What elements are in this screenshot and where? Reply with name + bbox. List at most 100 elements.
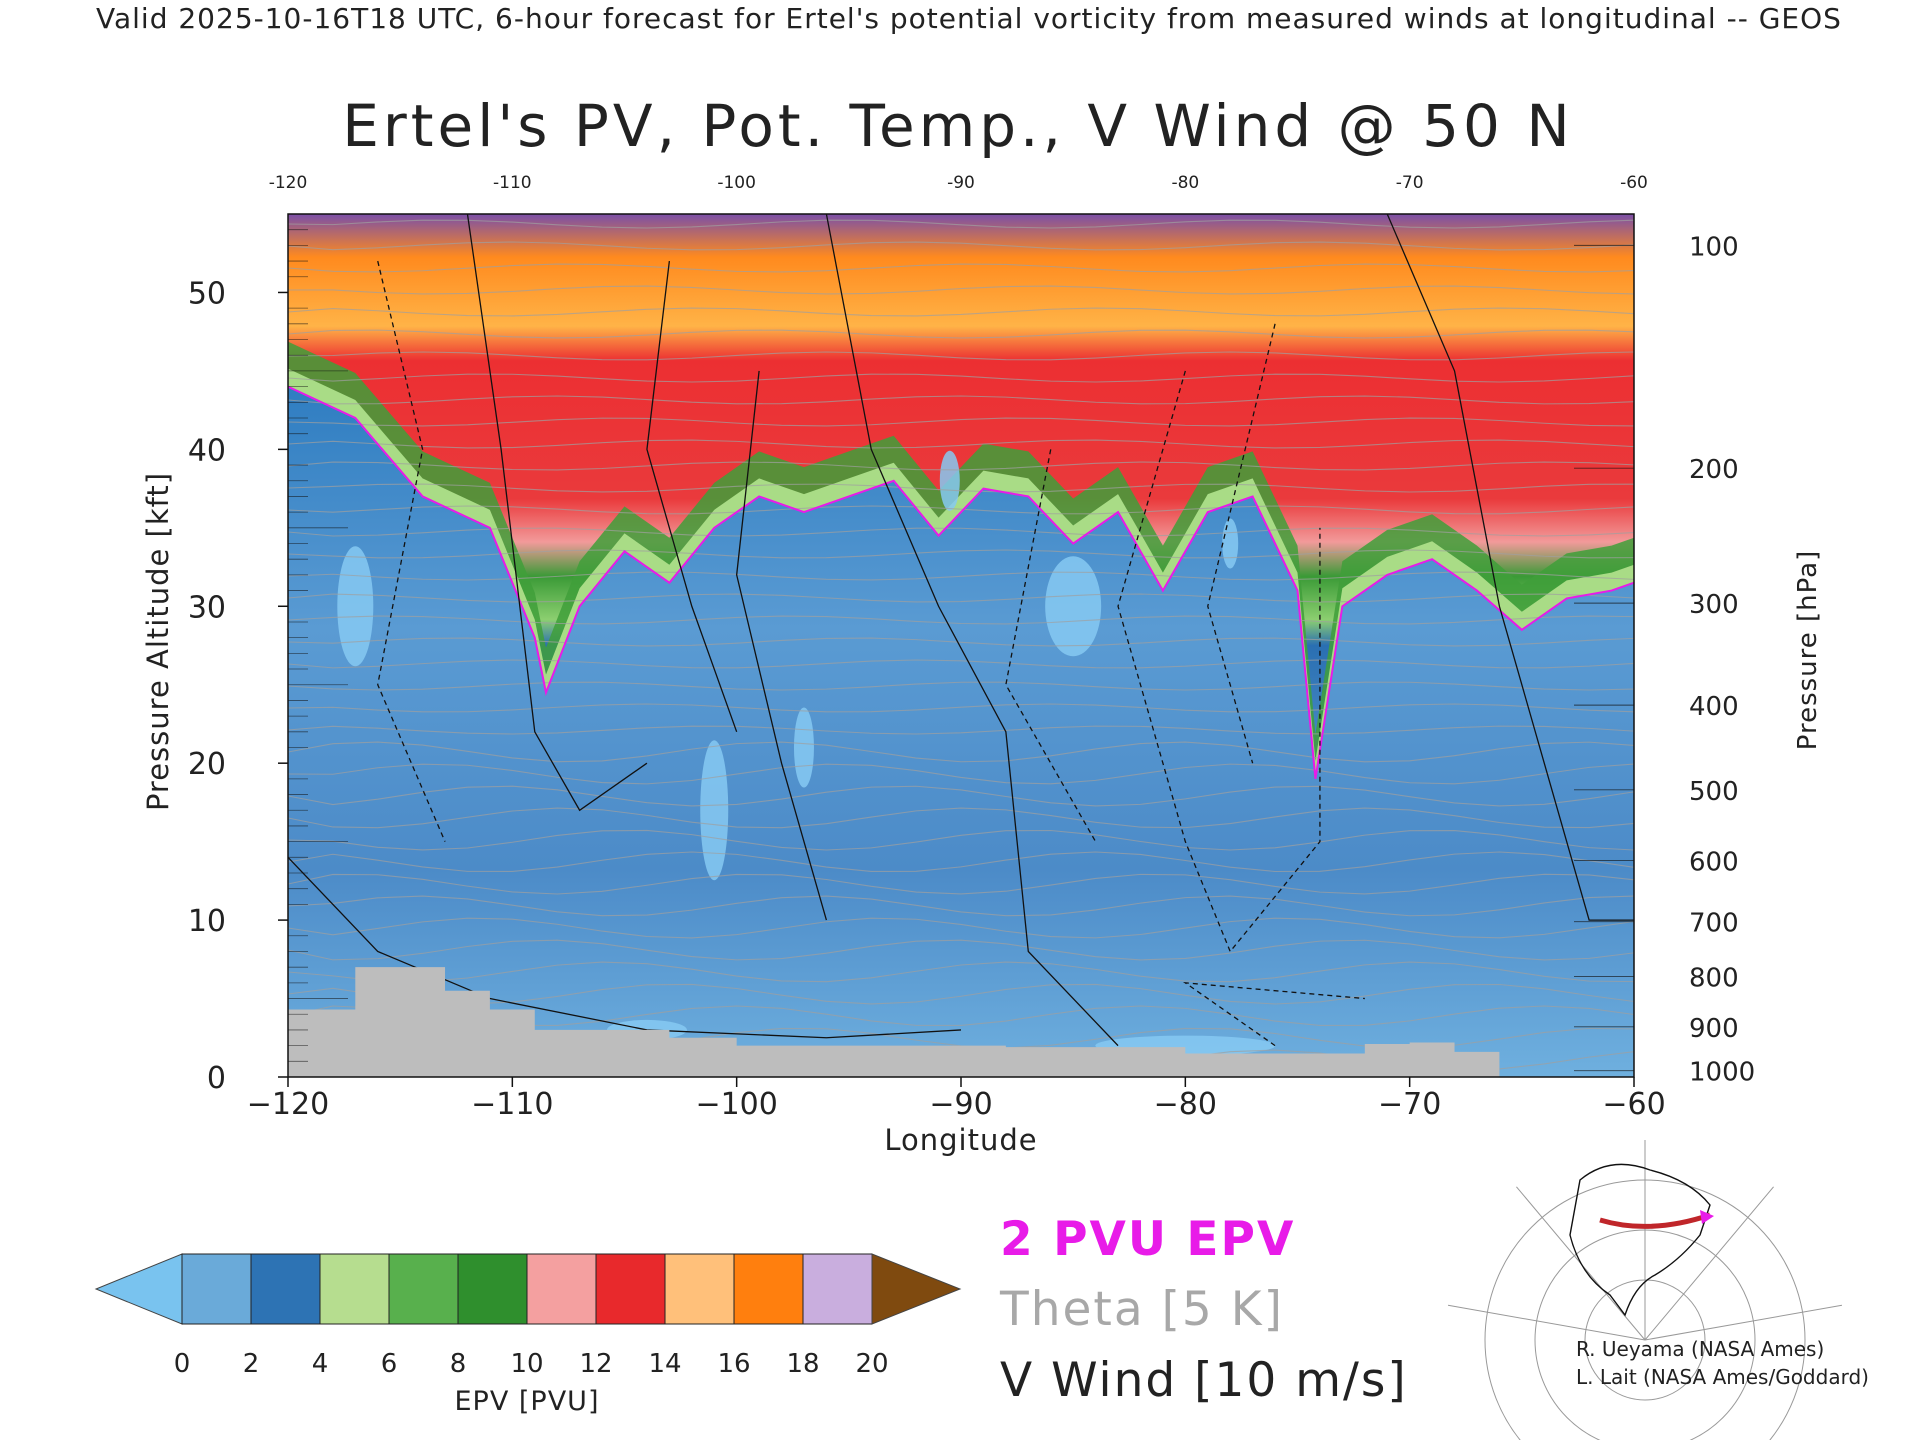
colorbar-tick-label: 2 [243,1349,260,1379]
chart-title: Ertel's PV, Pot. Temp., V Wind @ 50 N [342,92,1574,160]
theta-isentrope [288,939,1634,961]
top-tick-label: -120 [269,173,308,193]
top-tick-label: -70 [1396,173,1424,193]
theta-isentrope [288,483,1634,493]
v-wind-contour [1386,214,1634,921]
colorbar-under-arrow [94,1253,183,1325]
colorbar-tick-label: 8 [450,1349,467,1379]
pressure-tick-label: 1000 [1689,1058,1755,1088]
meridian [1644,1186,1774,1341]
theta-isentrope [288,373,1634,383]
pressure-tick-label: 800 [1689,964,1739,994]
theta-isentrope [288,461,1634,471]
pressure-tick-label: 700 [1689,909,1739,939]
colorbar-segment [457,1253,528,1325]
theta-isentrope [288,785,1634,807]
pressure-tick-label: 400 [1689,692,1739,722]
theta-isentrope [288,285,1634,295]
meridian [1447,1304,1646,1341]
colorbar-tick-label: 4 [312,1349,329,1379]
theta-isentrope [288,895,1634,917]
continent-outline [1569,1163,1711,1317]
troposphere-field [288,386,1634,1077]
theta-isentrope [288,741,1634,763]
low-pv-patch [337,546,374,667]
colorbar-tick-label: 14 [648,1349,681,1379]
theta-isentrope [288,593,1634,603]
colorbar-segment [181,1253,252,1325]
theta-isentrope [288,917,1634,939]
top-tick-label: -60 [1620,173,1648,193]
theta-isentrope [288,329,1634,339]
pressure-tick-label: 300 [1689,590,1739,620]
location-map-inset [1447,1140,1843,1440]
colorbar-segment [664,1253,735,1325]
theta-isentrope [288,395,1634,405]
y-tick-label: 10 [188,904,226,939]
theta-isentrope [288,725,1634,735]
v-wind-contour [736,370,828,921]
x-tick-label: −90 [929,1087,992,1122]
colorbar-tick-label: 16 [717,1349,750,1379]
y-tick-label: 30 [188,590,226,625]
theta-isentrope [288,307,1634,317]
theta-isentrope [288,961,1634,983]
pressure-tick-label: 600 [1689,847,1739,877]
colorbar: 0 2 4 6 8 10 12 14 16 18 20 EPV [PVU] [94,1253,962,1417]
low-pv-patch [700,740,729,881]
theta-isentrope [288,439,1634,449]
colorbar-segment [802,1253,873,1325]
section-end-marker [1700,1210,1714,1224]
meridian [1644,1304,1843,1341]
x-tick-label: −70 [1378,1087,1441,1122]
y-tick-label: 40 [188,433,226,468]
colorbar-segment [250,1253,321,1325]
epv-green-band [288,341,1634,779]
y-axis-label: Pressure Altitude [kft] [141,472,175,811]
x-tick-label: −60 [1602,1087,1665,1122]
theta-isentrope [288,659,1634,669]
terrain [288,967,1634,1077]
theta-isentrope [288,615,1634,625]
pressure-tick-label: 200 [1689,455,1739,485]
x-tick-label: −110 [471,1087,553,1122]
v-wind-contour [646,260,738,733]
low-pv-patch [793,707,814,788]
low-pv-patch [1045,556,1102,657]
legend-v-wind: V Wind [10 m/s] [1000,1353,1408,1408]
theta-isentrope [288,851,1634,873]
pressure-tick-label: 900 [1689,1014,1739,1044]
x-tick-label: −80 [1154,1087,1217,1122]
v-wind-contour [1207,323,1276,764]
theta-isentrope [288,417,1634,427]
x-axis-label: Longitude [884,1123,1037,1157]
theta-isentrope [288,983,1634,1005]
y-tick-label: 20 [188,747,226,782]
colorbar-segment [733,1253,804,1325]
top-tick-label: -100 [717,173,756,193]
low-pv-patch [1222,518,1239,569]
pressure-axis-label: Pressure [hPa] [1793,550,1823,751]
theta-isentrope [288,351,1634,361]
v-wind-contour [1005,449,1097,842]
theta-isentrope [288,527,1634,537]
theta-isentrope [288,637,1634,647]
pressure-tick-label: 100 [1689,232,1739,262]
legend-pv-contour: 2 PVU EPV [1000,1212,1296,1267]
colorbar-tick-label: 18 [786,1349,819,1379]
v-wind-contour [288,856,962,1039]
plot-area [288,198,1634,1077]
colorbar-tick-label: 10 [510,1349,543,1379]
x-tick-label: −120 [247,1087,329,1122]
cross-section-line [1599,1212,1711,1229]
colorbar-over-arrow [871,1253,962,1325]
epv-light-green-band [288,368,1634,779]
theta-isentrope [288,829,1634,851]
theta-isentrope [288,198,1634,206]
x-tick-label: −100 [695,1087,777,1122]
y-tick-label: 0 [207,1061,226,1096]
theta-isentrope [288,807,1634,829]
theta-isentrope [288,873,1634,895]
plot-clip-group [288,198,1634,1077]
